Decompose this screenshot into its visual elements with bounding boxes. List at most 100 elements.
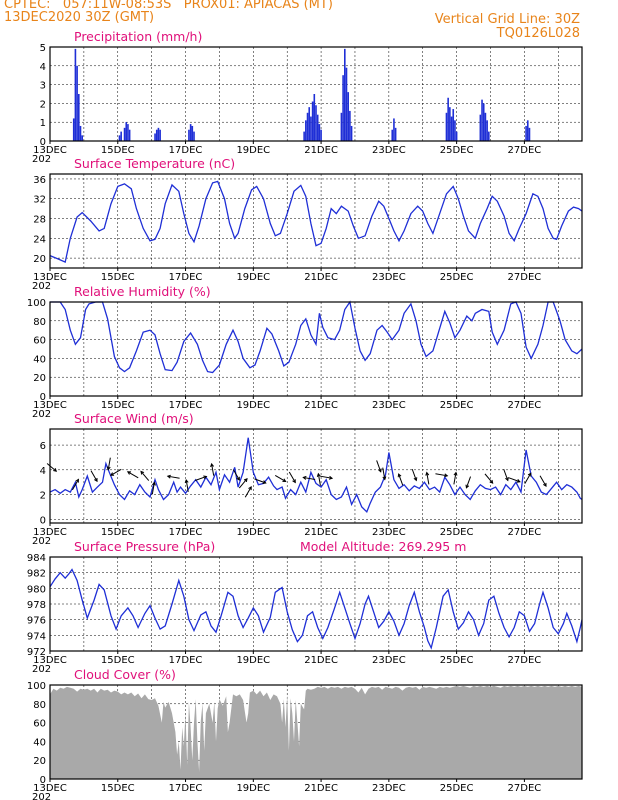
y-tick-label: 4 — [40, 466, 46, 477]
wind-arrow — [539, 475, 547, 488]
x-year-label: 202 — [32, 792, 51, 800]
precip-bar — [445, 112, 448, 141]
wind-arrow — [382, 467, 387, 481]
x-tick-label: 27DEC — [508, 527, 542, 538]
x-tick-label: 13DEC — [33, 527, 67, 538]
wind-arrow — [46, 463, 58, 472]
x-tick-label: 15DEC — [101, 527, 135, 538]
x-tick-label: 23DEC — [372, 783, 406, 794]
header-grid-line: Vertical Grid Line: 30Z — [434, 12, 580, 27]
y-tick-label: 1 — [40, 118, 46, 129]
y-tick-label: 20 — [33, 373, 46, 384]
header-run-date: 13DEC2020 30Z (GMT) — [4, 10, 155, 25]
precip-bar — [349, 110, 351, 141]
wind-arrow — [109, 468, 122, 476]
panel-title-precip: Precipitation (mm/h) — [74, 29, 202, 44]
precip-bar — [320, 129, 322, 141]
panel-pressure: 972 974 976 978 980 982 984 13DEC 15DEC 17DEC 19DE… — [27, 539, 583, 675]
precip-bar — [81, 135, 83, 141]
y-tick-label: 40 — [33, 737, 46, 748]
x-tick-label: 17DEC — [169, 783, 203, 794]
x-tick-label: 27DEC — [508, 272, 542, 283]
x-tick-label: 27DEC — [508, 783, 542, 794]
x-tick-label: 25DEC — [440, 145, 474, 156]
x-tick-label: 15DEC — [101, 272, 135, 283]
x-tick-label: 17DEC — [169, 655, 203, 666]
wind-arrow — [435, 473, 449, 478]
precip-bar — [155, 129, 158, 141]
precip-bar — [344, 48, 346, 141]
precip-bar — [340, 112, 343, 141]
precip-bar — [306, 112, 309, 141]
y-tick-label: 32 — [33, 195, 46, 206]
precip-bar — [479, 114, 482, 141]
wind-arrow — [274, 475, 287, 482]
y-tick-label: 80 — [33, 700, 46, 711]
panel-temp: 20 24 28 32 36 13DEC 15DEC 17DEC 19DEC 21DEC 23DEC… — [32, 156, 583, 292]
precip-bar — [191, 125, 194, 141]
x-tick-label: 15DEC — [101, 783, 135, 794]
wind-arrow — [140, 470, 150, 481]
y-tick-label: 3 — [40, 81, 46, 92]
precip-bar — [486, 120, 488, 141]
header-line1: CPTEC: 057:11W-08:53S PROX01: APIACAS (M… — [4, 0, 333, 12]
panel-cloud: 0 20 40 60 80 100 13DEC 15DEC 17DEC 19DEC 21DEC 23D… — [27, 667, 583, 800]
precip-bar — [120, 131, 122, 141]
panel-frame — [49, 428, 583, 524]
x-tick-label: 25DEC — [440, 527, 474, 538]
x-tick-label: 25DEC — [440, 272, 474, 283]
precip-bar — [72, 118, 75, 141]
precip-bar — [310, 116, 312, 141]
precip-bar — [455, 131, 458, 141]
y-tick-label: 2 — [40, 99, 46, 110]
wind-arrow — [90, 470, 98, 483]
x-tick-label: 23DEC — [372, 400, 406, 411]
panel-frame — [49, 46, 583, 142]
x-tick-label: 15DEC — [101, 145, 135, 156]
x-tick-label: 19DEC — [236, 783, 270, 794]
precip-bar — [313, 94, 316, 141]
precip-bar — [393, 118, 395, 141]
precip-bar — [347, 92, 349, 141]
y-tick-label: 0 — [40, 392, 46, 403]
x-tick-label: 13DEC — [33, 655, 67, 666]
x-tick-label: 15DEC — [101, 400, 135, 411]
y-tick-label: 60 — [33, 719, 46, 730]
x-tick-label: 21DEC — [304, 655, 338, 666]
x-tick-label: 17DEC — [169, 145, 203, 156]
precip-bar — [188, 129, 190, 141]
precip-bar — [303, 131, 305, 141]
x-tick-label: 27DEC — [508, 400, 542, 411]
wind-arrow — [151, 481, 156, 495]
x-year-label: 202 — [32, 664, 51, 675]
x-tick-label: 25DEC — [440, 783, 474, 794]
wind-arrow — [484, 473, 494, 484]
wind-arrow — [184, 478, 189, 492]
panel-rh: 0 20 40 60 80 100 13DEC 15DEC 17DEC 19DEC 21DEC 23D… — [27, 284, 583, 420]
wind-arrow — [210, 462, 215, 476]
y-tick-label: 978 — [27, 600, 46, 611]
wind-arrow — [232, 469, 240, 481]
precip-bar — [482, 103, 485, 141]
precip-bar — [526, 120, 529, 141]
x-tick-label: 21DEC — [304, 527, 338, 538]
y-tick-label: 976 — [27, 616, 46, 627]
wind-arrow — [126, 471, 139, 479]
x-tick-label: 17DEC — [169, 400, 203, 411]
precip-bar — [193, 131, 195, 141]
y-tick-label: 60 — [33, 336, 46, 347]
wind-arrow — [320, 475, 334, 480]
precip-bar — [79, 125, 82, 141]
wind-arrow — [238, 478, 248, 489]
precip-bar — [450, 116, 453, 141]
panel-title-cloud: Cloud Cover (%) — [74, 667, 176, 682]
x-tick-label: 21DEC — [304, 272, 338, 283]
wind-arrow — [106, 457, 111, 471]
precip-bar — [350, 125, 353, 141]
precip-bar — [125, 122, 128, 141]
panel-wind: 0 2 4 6 13DEC 15DEC 17DEC 19DEC 21DEC 23DEC 25DEC 2… — [32, 411, 583, 547]
x-tick-label: 17DEC — [169, 272, 203, 283]
precip-bar — [394, 127, 397, 141]
x-year-label: 202 — [32, 154, 51, 165]
